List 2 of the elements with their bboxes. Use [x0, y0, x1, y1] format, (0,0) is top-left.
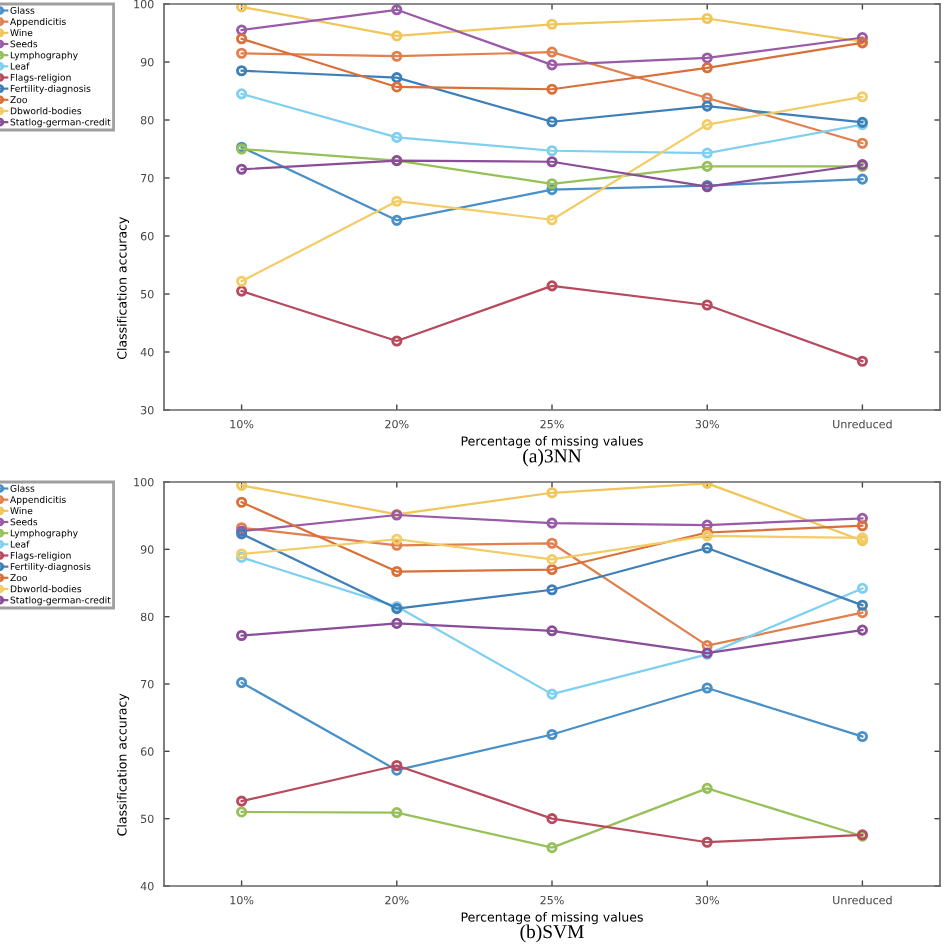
text: (a)3NN	[523, 448, 582, 467]
text: (b)SVM	[520, 924, 584, 943]
